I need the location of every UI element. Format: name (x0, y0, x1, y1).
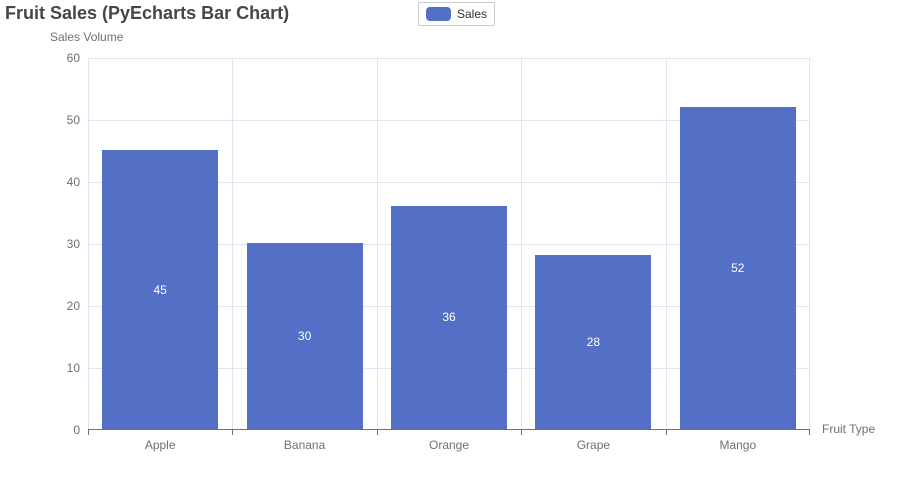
bar-mango[interactable]: 52 (679, 106, 796, 429)
bar-grape[interactable]: 28 (535, 255, 652, 429)
chart-title: Fruit Sales (PyEcharts Bar Chart) (5, 3, 290, 23)
y-tick-label: 50 (66, 113, 80, 127)
bar-value-label: 30 (297, 329, 312, 343)
bar-value-label: 52 (731, 260, 745, 275)
gridline-vertical (809, 58, 810, 430)
bar-apple[interactable]: 45 (102, 150, 219, 429)
y-tick-label: 0 (73, 423, 80, 437)
y-axis-name: Sales Volume (50, 30, 124, 44)
gridline-vertical (521, 58, 522, 430)
x-axis-tick (232, 430, 233, 435)
x-axis-name: Fruit Type (822, 422, 876, 436)
plot-area: 45 30 36 28 52 0 10 20 30 40 50 60 Apple Banana Orange… (67, 51, 810, 452)
bar-value-label: 36 (442, 310, 456, 325)
x-axis-line (88, 429, 810, 430)
y-tick-label: 60 (66, 51, 80, 65)
x-tick-label-banana: Banana (283, 438, 326, 452)
y-tick-label: 40 (66, 175, 80, 189)
x-axis-tick (88, 430, 89, 435)
x-tick-label-grape: Grape (576, 438, 611, 452)
gridline-vertical (377, 58, 378, 430)
gridline-horizontal (88, 58, 810, 59)
x-axis-tick (521, 430, 522, 435)
x-tick-label-mango: Mango (719, 438, 757, 452)
gridline-horizontal (88, 120, 810, 121)
y-tick-label: 10 (66, 361, 80, 375)
legend-swatch-icon (426, 7, 451, 21)
bar-orange[interactable]: 36 (391, 205, 507, 429)
x-tick-label-apple: Apple (144, 438, 176, 452)
legend-label: Sales (457, 7, 488, 21)
gridline-vertical (88, 58, 89, 430)
x-axis-tick (377, 430, 378, 435)
gridline-vertical (232, 58, 233, 430)
gridline-horizontal (88, 182, 810, 183)
bar-banana[interactable]: 30 (246, 243, 363, 429)
bar-value-label: 45 (153, 282, 167, 297)
y-tick-label: 20 (66, 299, 80, 313)
x-axis-tick (809, 430, 810, 435)
x-axis-tick (666, 430, 667, 435)
y-tick-label: 30 (66, 237, 80, 251)
bar-value-label: 28 (586, 335, 601, 350)
x-tick-label-orange: Orange (428, 438, 470, 452)
legend-item-sales[interactable]: Sales (418, 2, 496, 26)
gridline-vertical (666, 58, 667, 430)
